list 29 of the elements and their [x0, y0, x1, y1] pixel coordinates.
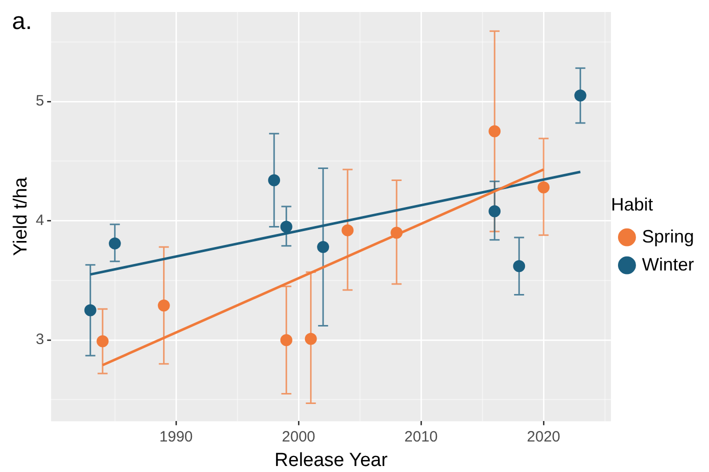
point: [304, 332, 317, 345]
point: [538, 181, 550, 194]
point: [390, 226, 403, 239]
legend-label: Winter: [642, 254, 694, 274]
y-tick-label: 3: [36, 331, 44, 348]
y-axis-title: Yield t/ha: [10, 176, 32, 256]
point: [280, 220, 292, 233]
x-axis-title: Release Year: [274, 450, 388, 471]
point: [268, 174, 280, 186]
point: [96, 335, 109, 348]
point: [158, 299, 170, 312]
y-tick-label: 4: [36, 212, 44, 229]
point: [488, 125, 501, 138]
point: [513, 260, 526, 272]
text: a.: [12, 8, 32, 36]
x-tick-label: 2000: [282, 428, 316, 446]
point: [280, 334, 292, 346]
point: [84, 304, 96, 316]
legend-title: Habit: [610, 194, 653, 215]
point: [317, 241, 330, 254]
point: [342, 224, 354, 236]
x-tick-label: 2020: [526, 428, 560, 446]
x-tick-label: 1990: [159, 428, 193, 446]
x-tick-label: 2010: [404, 428, 438, 446]
point: [488, 205, 501, 218]
point: [108, 237, 121, 250]
point: [574, 90, 586, 102]
legend-label: Spring: [642, 226, 694, 246]
y-tick-label: 5: [36, 92, 44, 110]
